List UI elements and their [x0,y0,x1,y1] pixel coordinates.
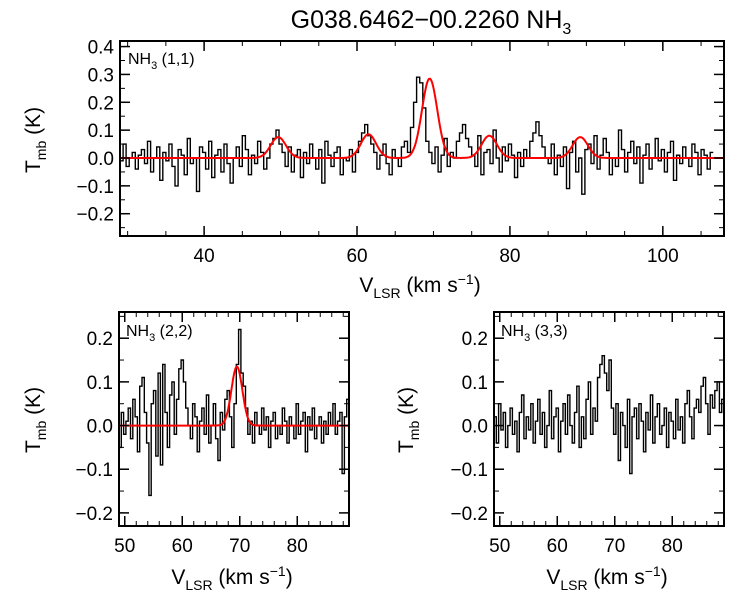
x-tick-label: 100 [647,246,679,267]
spectrum-histogram [494,355,724,475]
plot-frame [493,311,725,527]
y-tick-label: 0.1 [87,373,113,394]
x-tick-label: 70 [604,536,625,557]
y-tick-label: −0.1 [75,460,113,481]
y-tick-label: 0.0 [462,417,488,438]
x-tick-label: 70 [229,536,250,557]
y-tick-label: 0.0 [87,417,113,438]
x-tick-label: 60 [172,536,193,557]
y-tick-label: −0.2 [76,205,114,226]
figure-title-sub: 3 [562,21,571,38]
panel-nh3-33: 50 60 70 80 −0.2 −0.1 0.0 0.1 0.2 NH3 (3,3) VLSR… [395,311,725,593]
y-tick-label: 0.2 [88,93,114,114]
gaussian-fit-line [119,365,349,427]
plot-frame [118,311,350,527]
x-tick-label: 60 [346,246,367,267]
y-tick-label: 0.2 [462,329,488,350]
y-axis-label: Tmb (K) [22,387,49,453]
panel-label: NH3 (1,1) [128,51,195,72]
panel-nh3-11: 40 60 80 100 −0.2 −0.1 0.0 0.1 0.2 0.3 0.4 NH3 (1,… [22,38,725,301]
x-tick-label: 50 [114,536,135,557]
y-tick-label: 0.1 [462,373,488,394]
x-tick-label: 60 [547,536,568,557]
x-tick-label: 50 [489,536,510,557]
y-tick-label: −0.2 [75,504,113,525]
y-axis-label: Tmb (K) [395,387,422,453]
y-tick-label: 0.0 [88,149,114,170]
figure-title-main: G038.6462−00.2260 NH [291,6,563,34]
y-tick-label: 0.4 [88,38,115,59]
x-axis-label: VLSR (km s−1) [359,271,480,301]
panel-label: NH3 (3,3) [501,323,568,344]
x-axis-label: VLSR (km s−1) [171,563,292,593]
figure-title: G038.6462−00.2260 NH3 [291,6,572,38]
plot-frame [119,40,725,237]
y-tick-label: −0.2 [450,504,488,525]
y-tick-label: 0.1 [88,121,114,142]
y-tick-label: −0.1 [450,460,488,481]
x-axis-label: VLSR (km s−1) [546,563,667,593]
x-tick-label: 80 [499,246,520,267]
panel-label: NH3 (2,2) [126,323,193,344]
panel-nh3-22: 50 60 70 80 −0.2 −0.1 0.0 0.1 0.2 NH3 (2,2) VLSR… [22,311,350,593]
y-tick-label: 0.3 [88,65,114,86]
gaussian-fit-line [120,77,724,159]
x-tick-label: 80 [287,536,308,557]
x-tick-label: 80 [662,536,683,557]
y-tick-label: 0.2 [87,329,113,350]
spectrum-histogram [119,328,349,497]
x-tick-label: 40 [194,246,215,267]
y-tick-label: −0.1 [76,177,114,198]
y-axis-label: Tmb (K) [22,107,49,173]
